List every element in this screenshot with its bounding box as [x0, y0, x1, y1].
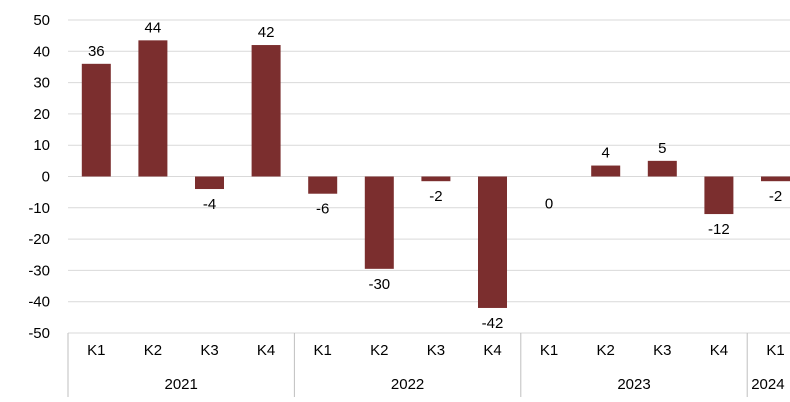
- bar: [364, 176, 394, 269]
- bar: [421, 176, 451, 182]
- data-label: -4: [203, 196, 216, 213]
- category-label: K1: [87, 342, 105, 359]
- bar: [251, 45, 281, 177]
- data-label: 5: [658, 140, 666, 157]
- y-tick-label: 0: [42, 169, 50, 186]
- y-tick-label: -50: [28, 325, 50, 342]
- y-tick-label: -40: [28, 294, 50, 311]
- y-tick-label: 30: [33, 75, 50, 92]
- data-label: 42: [258, 24, 275, 41]
- year-label: 2024: [751, 376, 784, 393]
- category-label: K3: [653, 342, 671, 359]
- bar: [647, 160, 677, 177]
- y-tick-label: 50: [33, 12, 50, 29]
- y-tick-label: -20: [28, 231, 50, 248]
- y-tick-label: -30: [28, 262, 50, 279]
- bar: [591, 165, 621, 177]
- bar: [195, 176, 224, 190]
- category-label: K4: [257, 342, 275, 359]
- category-label: K3: [200, 342, 218, 359]
- data-label: -2: [429, 188, 442, 205]
- bar: [81, 63, 111, 177]
- data-label: -42: [482, 315, 504, 332]
- data-label: 36: [88, 43, 105, 60]
- category-label: K1: [766, 342, 784, 359]
- data-label: -30: [368, 276, 390, 293]
- data-label: 4: [602, 145, 610, 162]
- y-tick-label: 40: [33, 43, 50, 60]
- bar: [704, 176, 734, 215]
- category-label: K1: [314, 342, 332, 359]
- year-label: 2023: [617, 376, 650, 393]
- category-label: K4: [483, 342, 501, 359]
- year-label: 2022: [391, 376, 424, 393]
- category-label: K1: [540, 342, 558, 359]
- category-label: K4: [710, 342, 728, 359]
- category-label: K2: [370, 342, 388, 359]
- category-label: K2: [597, 342, 615, 359]
- year-label: 2021: [165, 376, 198, 393]
- y-tick-label: 20: [33, 106, 50, 123]
- data-label: -6: [316, 201, 329, 218]
- bar: [138, 40, 168, 177]
- bar: [761, 176, 790, 182]
- data-label: 0: [545, 196, 553, 213]
- category-label: K3: [427, 342, 445, 359]
- data-label: 44: [145, 19, 162, 36]
- y-tick-label: 10: [33, 137, 50, 154]
- category-label: K2: [144, 342, 162, 359]
- data-label: -2: [769, 188, 782, 205]
- bar: [308, 176, 338, 194]
- data-label: -12: [708, 221, 730, 238]
- data-labels: 36 44 -4 42 -6 -30 -2 -42 0 4 5 -12 -2: [88, 19, 782, 332]
- y-tick-label: -10: [28, 200, 50, 217]
- bar: [478, 176, 507, 308]
- bars: [81, 40, 790, 308]
